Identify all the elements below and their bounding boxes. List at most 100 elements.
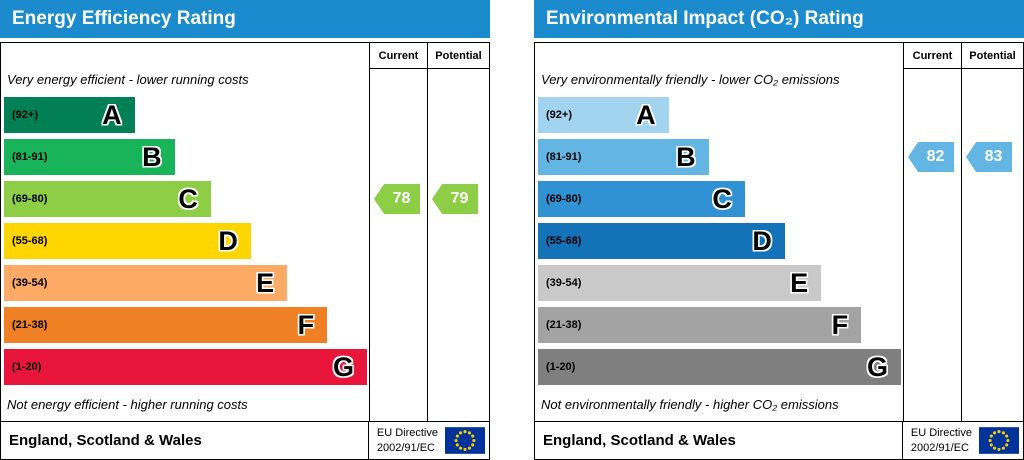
current-rating-value: 78 [392,190,411,207]
band-letter: D [752,225,772,256]
current-rating-tag: 78 [374,184,420,214]
band-letter: E [256,267,275,298]
band-range: (21-38) [12,319,48,331]
band-letter: B [142,141,162,172]
band-row: (1-20) G [538,349,901,385]
band-c: (69-80) C [4,181,211,217]
energy-chart-main: Very energy efficient - lower running co… [1,43,489,421]
band-row: (55-68) D [538,223,901,259]
band-range: (69-80) [546,193,582,205]
current-column-header: Current [904,43,961,69]
potential-rating-value: 79 [450,190,469,207]
band-d: (55-68) D [4,223,251,259]
band-row: (92+) A [4,97,367,133]
band-letter: F [297,309,315,340]
energy-efficiency-chart: Energy Efficiency Rating Very energy eff… [0,0,490,460]
band-letter: F [831,309,849,340]
co2-chart-title-bar: Environmental Impact (CO₂) Rating [534,0,1024,38]
band-row: (92+) A [538,97,901,133]
energy-chart-table: Very energy efficient - lower running co… [0,42,490,460]
band-letter: G [332,351,354,382]
band-f: (21-38) F [538,307,862,343]
current-rating-value: 82 [926,148,945,165]
current-column-header: Current [370,43,427,69]
band-letter: E [790,267,809,298]
band-letter: A [102,99,122,130]
eu-flag-icon [979,427,1019,454]
bottom-note: Not environmentally friendly - higher CO… [541,396,839,412]
eu-flag-icon [445,427,485,454]
potential-rating-tag: 79 [432,184,478,214]
band-range: (39-54) [546,277,582,289]
page-title: Energy Efficiency Rating [12,8,236,29]
band-range: (39-54) [12,277,48,289]
band-range: (69-80) [12,193,48,205]
band-range: (55-68) [12,235,48,247]
top-note: Very environmentally friendly - lower CO… [541,72,840,87]
band-row: (81-91) B [538,139,901,175]
band-letter: B [676,141,696,172]
band-letter: A [636,99,656,130]
band-g: (1-20) G [538,349,901,385]
potential-rating-tag: 83 [966,142,1012,172]
band-c: (69-80) C [538,181,745,217]
bottom-note: Not energy efficient - higher running co… [7,396,248,412]
band-row: (69-80) C [538,181,901,217]
current-column: Current 82 [903,43,961,421]
eu-directive-text: EU Directive 2002/91/EC [910,427,972,454]
band-range: (1-20) [546,361,576,373]
chart-footer: England, Scotland & Wales EU Directive 2… [1,421,489,459]
region-label: England, Scotland & Wales [9,432,202,449]
band-f: (21-38) F [4,307,328,343]
potential-column-header: Potential [962,43,1023,69]
potential-column: Potential 83 [961,43,1023,421]
band-range: (92+) [12,109,38,121]
band-a: (92+) A [538,97,669,133]
energy-chart-title-bar: Energy Efficiency Rating [0,0,490,38]
band-row: (21-38) F [4,307,367,343]
current-rating-tag: 82 [908,142,954,172]
region-label: England, Scotland & Wales [543,432,736,449]
band-letter: C [178,183,198,214]
band-e: (39-54) E [538,265,822,301]
potential-column: Potential 79 [427,43,489,421]
band-range: (21-38) [546,319,582,331]
band-a: (92+) A [4,97,135,133]
band-row: (39-54) E [538,265,901,301]
bands: (92+) A (81-91) B (69-80 [1,95,369,387]
band-row: (21-38) F [538,307,901,343]
band-b: (81-91) B [4,139,175,175]
band-row: (1-20) G [4,349,367,385]
band-letter: C [712,183,732,214]
band-d: (55-68) D [538,223,785,259]
environmental-impact-chart: Environmental Impact (CO₂) Rating Very e… [534,0,1024,460]
potential-rating-value: 83 [984,148,1003,165]
band-e: (39-54) E [4,265,288,301]
band-g: (1-20) G [4,349,367,385]
band-range: (1-20) [12,361,42,373]
band-b: (81-91) B [538,139,709,175]
band-letter: G [866,351,888,382]
band-range: (81-91) [546,151,582,163]
band-range: (81-91) [12,151,48,163]
co2-chart-main: Very environmentally friendly - lower CO… [535,43,1023,421]
eu-directive-box: EU Directive 2002/91/EC [367,422,489,459]
energy-band-ladder: Very energy efficient - lower running co… [1,43,369,421]
top-note: Very energy efficient - lower running co… [7,72,249,87]
bands: (92+) A (81-91) B (69-80 [535,95,903,387]
band-letter: D [218,225,238,256]
eu-directive-box: EU Directive 2002/91/EC [901,422,1023,459]
band-row: (39-54) E [4,265,367,301]
page-title: Environmental Impact (CO₂) Rating [546,8,864,29]
potential-column-header: Potential [428,43,489,69]
current-column: Current 78 [369,43,427,421]
band-range: (92+) [546,109,572,121]
eu-directive-text: EU Directive 2002/91/EC [376,427,438,454]
band-range: (55-68) [546,235,582,247]
band-row: (81-91) B [4,139,367,175]
band-row: (69-80) C [4,181,367,217]
co2-band-ladder: Very environmentally friendly - lower CO… [535,43,903,421]
chart-footer: England, Scotland & Wales EU Directive 2… [535,421,1023,459]
band-row: (55-68) D [4,223,367,259]
